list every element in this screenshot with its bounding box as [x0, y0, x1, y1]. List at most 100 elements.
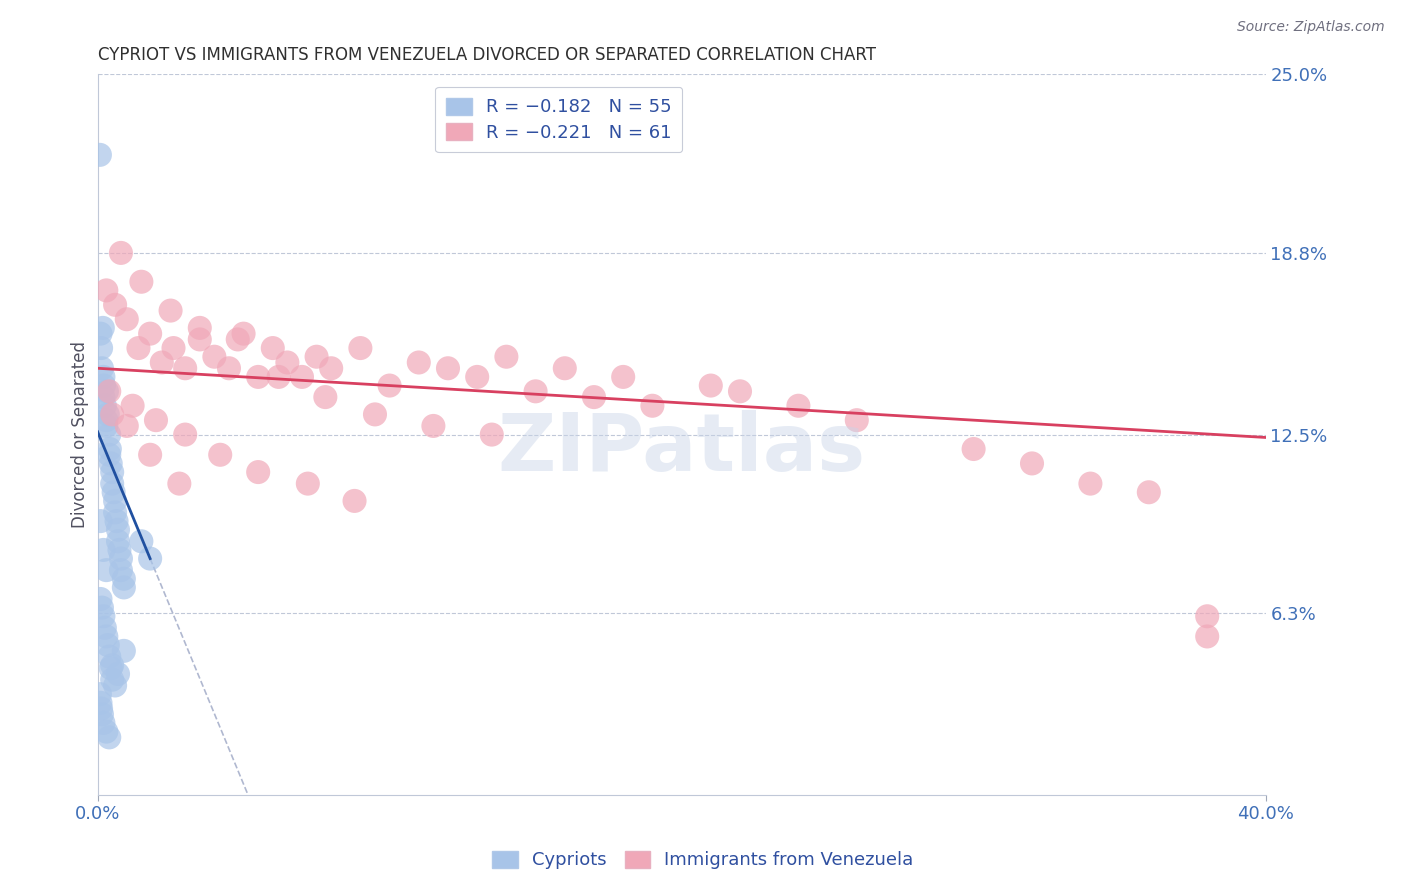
Point — [115, 419, 138, 434]
Point — [96, 419, 118, 434]
Point — [110, 563, 132, 577]
Legend: Cypriots, Immigrants from Venezuela: Cypriots, Immigrants from Venezuela — [484, 842, 922, 879]
Text: Source: ZipAtlas.com: Source: ZipAtlas.com — [1237, 20, 1385, 34]
Point — [174, 427, 197, 442]
Point — [378, 378, 401, 392]
Point — [91, 321, 114, 335]
Point — [554, 361, 576, 376]
Point — [91, 361, 114, 376]
Point — [112, 572, 135, 586]
Point — [104, 494, 127, 508]
Point — [582, 390, 605, 404]
Point — [101, 465, 124, 479]
Point — [174, 361, 197, 376]
Point — [524, 384, 547, 399]
Point — [90, 701, 112, 715]
Point — [162, 341, 184, 355]
Point — [94, 621, 117, 635]
Point — [226, 333, 249, 347]
Point — [93, 716, 115, 731]
Point — [115, 312, 138, 326]
Point — [96, 630, 118, 644]
Point — [101, 658, 124, 673]
Point — [1021, 457, 1043, 471]
Point — [437, 361, 460, 376]
Point — [422, 419, 444, 434]
Point — [94, 399, 117, 413]
Point — [96, 384, 118, 399]
Point — [89, 696, 111, 710]
Point — [728, 384, 751, 399]
Y-axis label: Divorced or Separated: Divorced or Separated — [72, 341, 89, 528]
Text: ZIPatlas: ZIPatlas — [498, 410, 866, 488]
Point — [98, 448, 121, 462]
Point — [247, 465, 270, 479]
Point — [96, 413, 118, 427]
Point — [93, 378, 115, 392]
Point — [112, 581, 135, 595]
Point — [112, 644, 135, 658]
Point — [1137, 485, 1160, 500]
Point — [465, 370, 488, 384]
Point — [209, 448, 232, 462]
Point — [481, 427, 503, 442]
Point — [962, 442, 984, 456]
Point — [91, 600, 114, 615]
Point — [202, 350, 225, 364]
Point — [93, 609, 115, 624]
Point — [107, 667, 129, 681]
Point — [262, 341, 284, 355]
Point — [89, 148, 111, 162]
Point — [787, 399, 810, 413]
Point — [139, 448, 162, 462]
Point — [103, 485, 125, 500]
Point — [91, 707, 114, 722]
Point — [110, 551, 132, 566]
Point — [101, 673, 124, 687]
Point — [321, 361, 343, 376]
Point — [89, 514, 111, 528]
Point — [845, 413, 868, 427]
Point — [104, 678, 127, 692]
Point — [96, 563, 118, 577]
Point — [1197, 609, 1219, 624]
Point — [1197, 630, 1219, 644]
Point — [98, 731, 121, 745]
Legend: R = −0.182   N = 55, R = −0.221   N = 61: R = −0.182 N = 55, R = −0.221 N = 61 — [436, 87, 682, 153]
Point — [495, 350, 517, 364]
Point — [700, 378, 723, 392]
Point — [139, 551, 162, 566]
Point — [314, 390, 336, 404]
Point — [100, 661, 122, 675]
Point — [90, 341, 112, 355]
Point — [267, 370, 290, 384]
Point — [159, 303, 181, 318]
Point — [89, 591, 111, 606]
Point — [131, 275, 153, 289]
Point — [97, 638, 120, 652]
Point — [188, 321, 211, 335]
Point — [343, 494, 366, 508]
Point — [169, 476, 191, 491]
Point — [131, 534, 153, 549]
Point — [150, 355, 173, 369]
Point — [364, 408, 387, 422]
Point — [1080, 476, 1102, 491]
Point — [93, 543, 115, 558]
Point — [104, 298, 127, 312]
Point — [104, 505, 127, 519]
Point — [110, 246, 132, 260]
Point — [98, 649, 121, 664]
Point — [276, 355, 298, 369]
Point — [98, 384, 121, 399]
Point — [145, 413, 167, 427]
Point — [108, 543, 131, 558]
Point — [232, 326, 254, 341]
Point — [121, 399, 143, 413]
Point — [641, 399, 664, 413]
Point — [349, 341, 371, 355]
Point — [93, 370, 115, 384]
Text: CYPRIOT VS IMMIGRANTS FROM VENEZUELA DIVORCED OR SEPARATED CORRELATION CHART: CYPRIOT VS IMMIGRANTS FROM VENEZUELA DIV… — [97, 46, 876, 64]
Point — [89, 687, 111, 701]
Point — [291, 370, 314, 384]
